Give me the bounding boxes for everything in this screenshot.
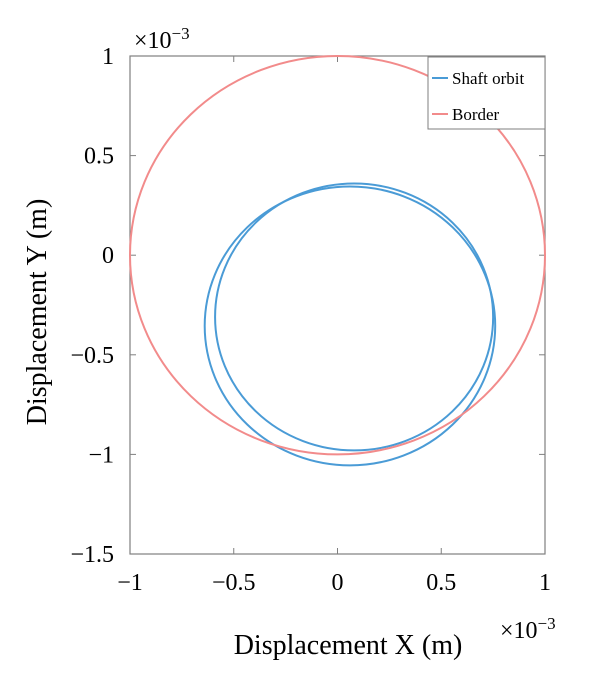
y-tick-label: 1	[102, 44, 114, 70]
y-tick-label: −1	[88, 442, 114, 468]
x-exponent-power: −3	[538, 614, 556, 633]
series-border-loop	[129, 55, 546, 456]
y-exponent-label: ×10−3	[134, 24, 190, 54]
x-tick-label: −0.5	[212, 570, 256, 596]
y-tick-label: 0.5	[84, 144, 114, 170]
y-exponent-base: ×10	[134, 28, 172, 54]
x-tick-label: −1	[117, 570, 143, 596]
x-exponent-label: ×10−3	[500, 614, 556, 644]
y-tick-label: −0.5	[70, 343, 114, 369]
series-shaft-orbit-loop	[203, 185, 497, 467]
legend-label: Border	[452, 105, 500, 124]
x-axis-ticks: −1 −0.5 0 0.5 1	[117, 56, 551, 596]
y-axis-title: Displacement Y (m)	[22, 199, 53, 426]
legend-label: Shaft orbit	[452, 69, 525, 88]
series-shaft-orbit-loop	[214, 182, 495, 452]
x-tick-label: 0.5	[426, 570, 456, 596]
y-tick-label: −1.5	[70, 542, 114, 568]
plot-area	[129, 55, 546, 555]
y-axis-ticks: −1.5 −1 −0.5 0 0.5 1	[70, 44, 545, 568]
y-tick-label: 0	[102, 243, 114, 269]
x-exponent-base: ×10	[500, 618, 538, 644]
series-layer	[129, 55, 546, 467]
x-axis-title: Displacement X (m)	[234, 630, 463, 661]
x-tick-label: 1	[539, 570, 551, 596]
legend: Shaft orbit Border	[427, 56, 546, 130]
legend-box	[427, 56, 546, 130]
y-exponent-power: −3	[172, 24, 190, 43]
x-tick-label: 0	[332, 570, 344, 596]
